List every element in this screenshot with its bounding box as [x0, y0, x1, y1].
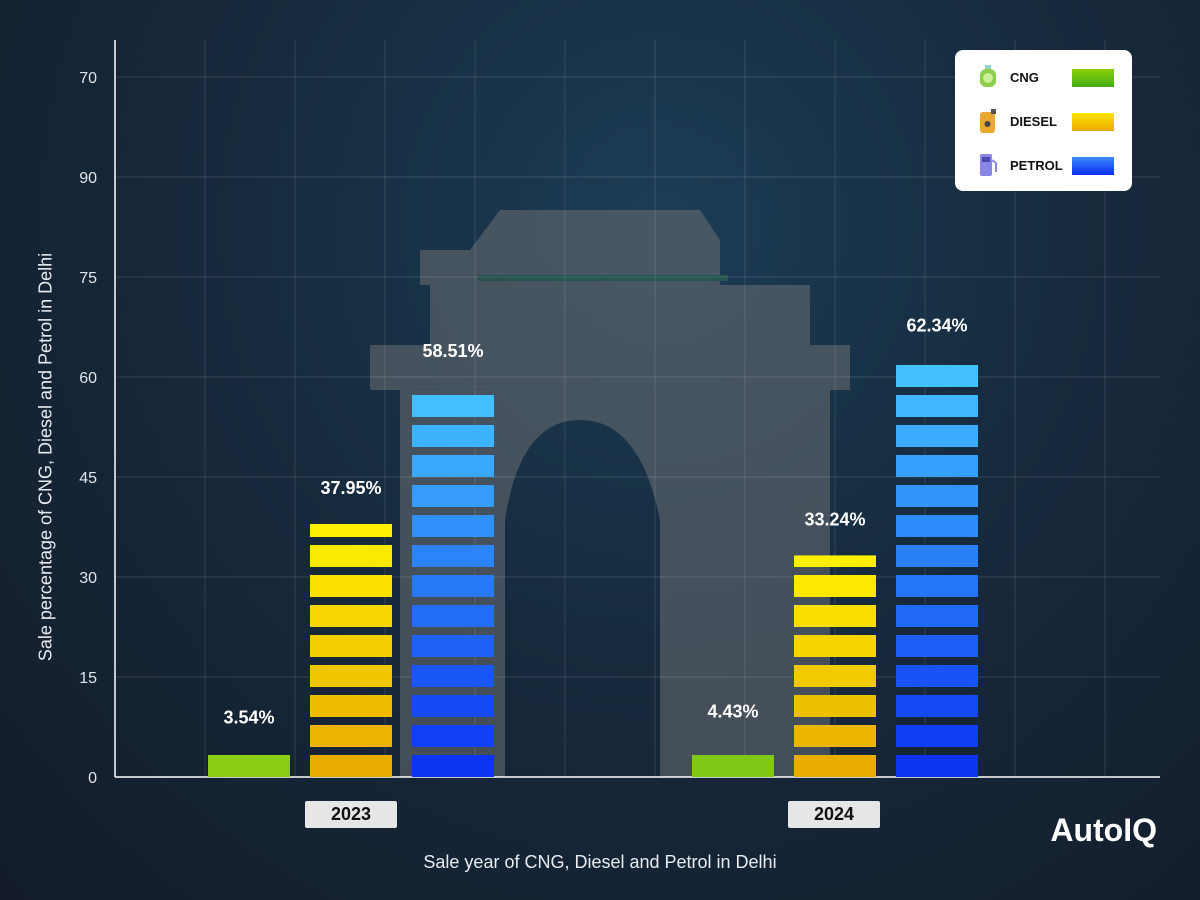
- bar-segment: [896, 695, 978, 717]
- bar-segment: [310, 695, 392, 717]
- bar-segment: [794, 695, 876, 717]
- bar-segment: [896, 485, 978, 507]
- legend-item-cng: CNG: [955, 62, 1132, 92]
- bar-segment: [794, 575, 876, 597]
- bar-segment: [412, 485, 494, 507]
- bar-segment: [412, 695, 494, 717]
- y-tick-label: 75: [79, 270, 97, 287]
- bar-segment: [896, 365, 978, 387]
- bar-diesel-2023: [310, 524, 392, 777]
- y-axis-label: Sale percentage of CNG, Diesel and Petro…: [35, 252, 56, 662]
- india-gate-background: [370, 210, 850, 777]
- bar-segment: [412, 725, 494, 747]
- bar-segment: [896, 635, 978, 657]
- data-labels: 3.54% 4.43% 37.95% 33.24% 58.51% 62.34%: [223, 315, 967, 727]
- y-tick-label: 90: [79, 170, 97, 187]
- data-label: 33.24%: [804, 509, 865, 529]
- bar-segment: [794, 755, 876, 777]
- bar-petrol-2024: [896, 365, 978, 777]
- bar-diesel-2024: [794, 555, 876, 777]
- data-label: 58.51%: [422, 341, 483, 361]
- bar-petrol-2023: [412, 386, 494, 777]
- data-label: 4.43%: [707, 701, 758, 721]
- legend-item-diesel: DIESEL: [955, 106, 1132, 136]
- legend-swatch-diesel: [1072, 113, 1114, 131]
- bar-segment: [896, 455, 978, 477]
- bar-segment: [412, 665, 494, 687]
- bar-segment: [310, 575, 392, 597]
- y-tick-label: 60: [79, 370, 97, 387]
- bar-segment: [896, 725, 978, 747]
- bar-segment: [412, 635, 494, 657]
- x-tick-label-2023: 2023: [305, 801, 397, 828]
- bar-segment: [310, 524, 392, 537]
- bar-segment: [412, 395, 494, 417]
- bar-segment: [794, 555, 876, 567]
- fuel-pump-icon: [980, 154, 997, 176]
- bars: [208, 365, 978, 777]
- legend-swatch-cng: [1072, 69, 1114, 87]
- y-tick-label: 15: [79, 670, 97, 687]
- bar-segment: [896, 575, 978, 597]
- gas-cylinder-icon: [980, 65, 996, 87]
- bar-segment: [412, 455, 494, 477]
- bar-segment: [692, 755, 774, 777]
- bar-segment: [412, 545, 494, 567]
- bar-segment: [794, 665, 876, 687]
- jerry-can-icon: [980, 109, 996, 133]
- legend-label: PETROL: [1010, 158, 1063, 173]
- bar-cng-2023: [208, 755, 290, 777]
- bar-segment: [412, 575, 494, 597]
- bar-segment: [896, 665, 978, 687]
- legend-label: DIESEL: [1010, 114, 1057, 129]
- legend: CNG DIESEL PETROL: [955, 50, 1132, 191]
- y-tick-label: 45: [79, 470, 97, 487]
- y-tick-label: 70: [79, 70, 97, 87]
- bar-segment: [208, 755, 290, 777]
- bar-segment: [412, 755, 494, 777]
- legend-swatch-petrol: [1072, 157, 1114, 175]
- data-label: 62.34%: [906, 315, 967, 335]
- bar-segment: [310, 635, 392, 657]
- bar-segment: [896, 755, 978, 777]
- bar-segment: [310, 605, 392, 627]
- bar-segment: [412, 605, 494, 627]
- bar-segment: [794, 635, 876, 657]
- bar-segment: [896, 545, 978, 567]
- legend-label: CNG: [1010, 70, 1039, 85]
- bar-segment: [412, 425, 494, 447]
- bar-segment: [310, 725, 392, 747]
- bar-segment: [896, 515, 978, 537]
- bar-segment: [412, 515, 494, 537]
- bar-segment: [310, 545, 392, 567]
- x-tick-label-2024: 2024: [788, 801, 880, 828]
- bar-segment: [794, 725, 876, 747]
- bar-segment: [310, 755, 392, 777]
- y-tick-label: 0: [88, 770, 97, 787]
- data-label: 37.95%: [320, 478, 381, 498]
- bar-segment: [896, 605, 978, 627]
- bar-segment: [896, 395, 978, 417]
- bar-segment: [794, 605, 876, 627]
- bar-segment: [310, 665, 392, 687]
- legend-item-petrol: PETROL: [955, 150, 1132, 180]
- bar-segment: [896, 425, 978, 447]
- bar-cng-2024: [692, 755, 774, 777]
- x-axis-label: Sale year of CNG, Diesel and Petrol in D…: [423, 852, 777, 872]
- y-tick-label: 30: [79, 570, 97, 587]
- brand-logo: AutoIQ: [1050, 812, 1157, 848]
- data-label: 3.54%: [223, 707, 274, 727]
